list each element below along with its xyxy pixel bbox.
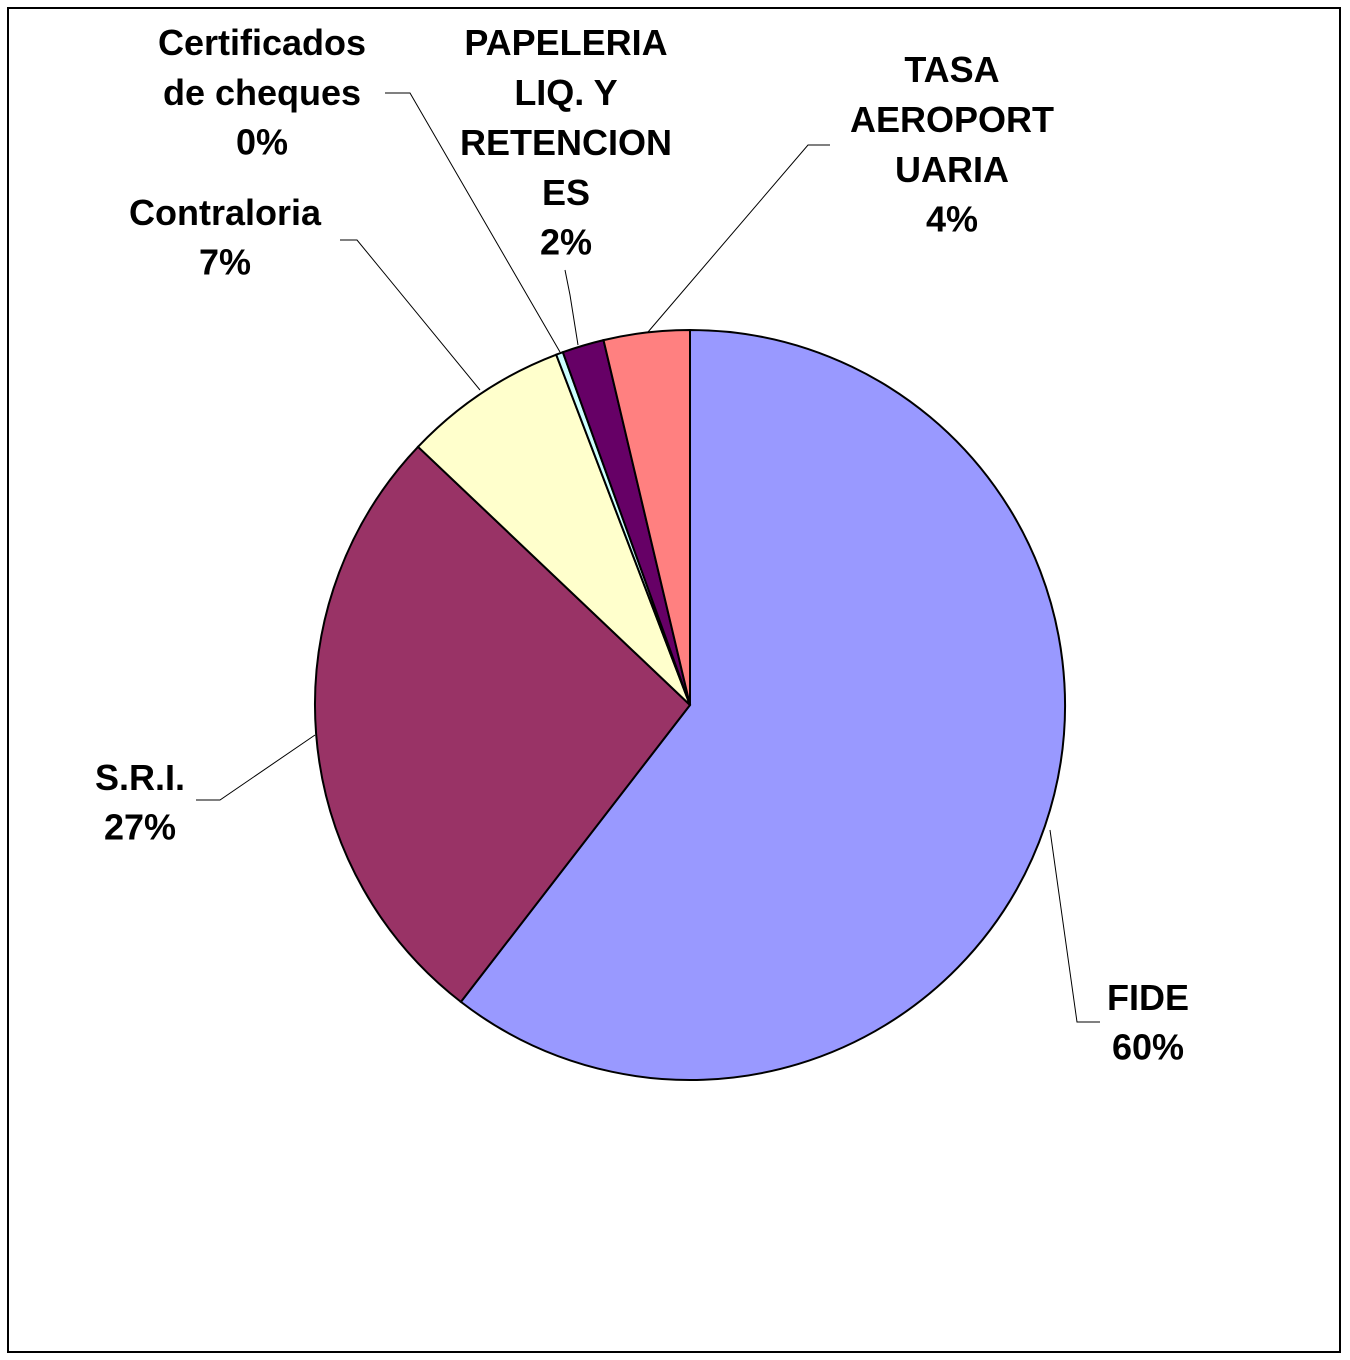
leader-line (1049, 829, 1100, 1023)
leader-line (564, 269, 579, 346)
slice-value-label: 27% (104, 807, 176, 848)
slice-label: TASA AEROPORT UARIA (850, 49, 1054, 190)
slice-label: PAPELERIA LIQ. Y RETENCION ES (460, 22, 672, 213)
slice-value-label: 2% (540, 222, 592, 263)
leader-line (647, 144, 830, 333)
slice-label: Certificados de cheques (158, 22, 366, 113)
slice-label: FIDE (1107, 977, 1189, 1018)
pie-slice (602, 328, 691, 706)
slice-value-label: 7% (199, 242, 251, 283)
pie-slice (459, 328, 1066, 1081)
leader-lines (196, 92, 1100, 1023)
slice-label: S.R.I. (95, 757, 185, 798)
pie-slice (314, 445, 692, 1004)
slice-value-label: 4% (926, 199, 978, 240)
leader-line (340, 239, 481, 391)
leader-line (196, 734, 316, 801)
pie (314, 328, 1066, 1081)
slice-value-label: 60% (1112, 1027, 1184, 1068)
pie-slice (416, 353, 691, 706)
slice-label: Contraloria (129, 192, 322, 233)
leader-line (385, 92, 561, 353)
slice-value-label: 0% (236, 122, 288, 163)
